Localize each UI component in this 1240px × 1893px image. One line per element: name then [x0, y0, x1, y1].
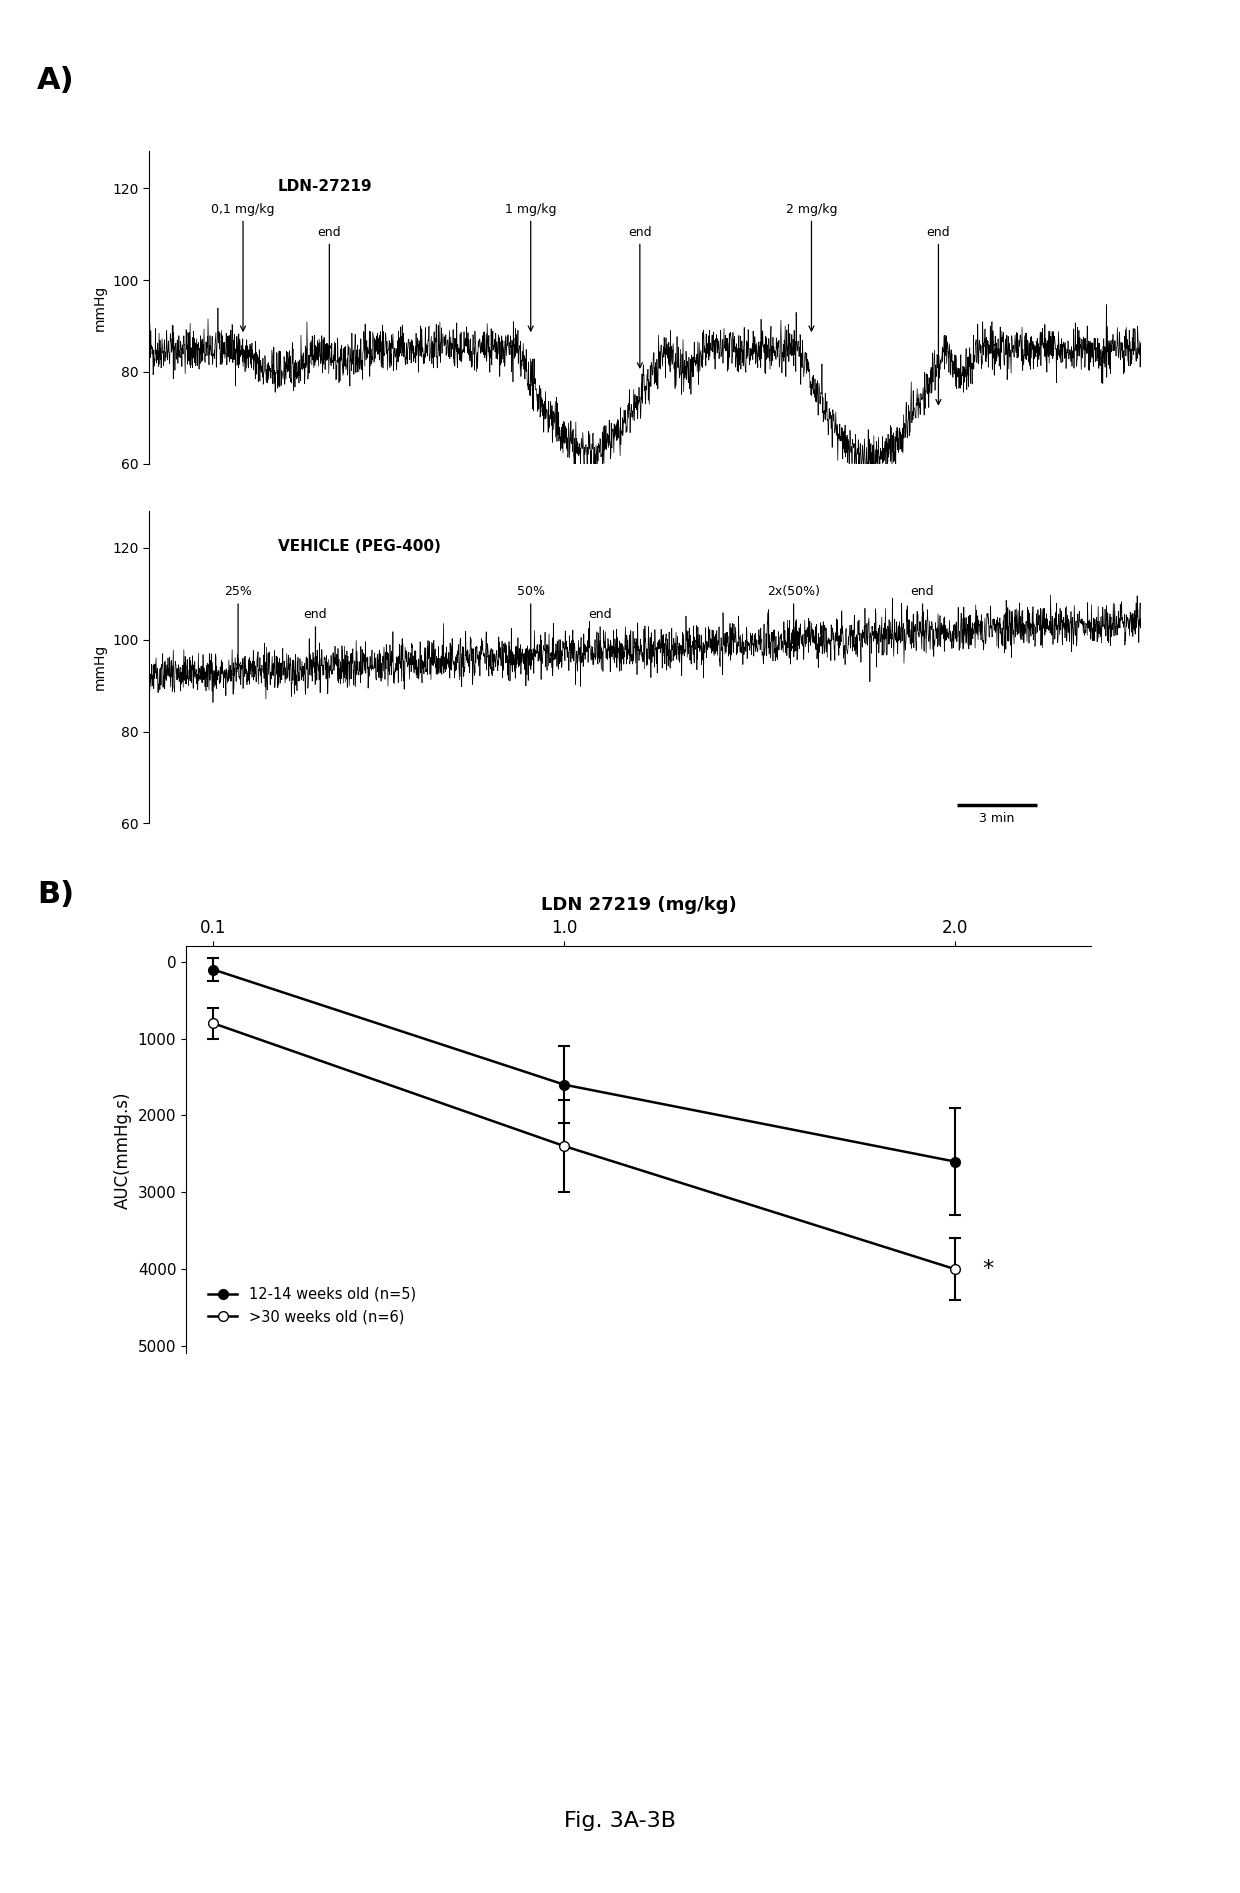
Text: 2 mg/kg: 2 mg/kg: [786, 203, 837, 331]
Text: VEHICLE (PEG-400): VEHICLE (PEG-400): [278, 540, 440, 553]
Text: 2x(50%): 2x(50%): [768, 585, 820, 649]
Text: end: end: [588, 608, 613, 659]
Text: B): B): [37, 880, 74, 909]
Text: 1 mg/kg: 1 mg/kg: [505, 203, 557, 331]
Text: *: *: [982, 1259, 993, 1280]
Text: 50%: 50%: [517, 585, 544, 659]
Text: end: end: [304, 608, 327, 668]
Y-axis label: mmHg: mmHg: [93, 284, 107, 331]
Text: LDN-27219: LDN-27219: [278, 180, 372, 193]
Text: Fig. 3A-3B: Fig. 3A-3B: [564, 1812, 676, 1831]
Y-axis label: mmHg: mmHg: [93, 644, 107, 691]
Text: end: end: [926, 225, 950, 405]
Text: 25%: 25%: [224, 585, 252, 668]
X-axis label: LDN 27219 (mg/kg): LDN 27219 (mg/kg): [541, 897, 737, 914]
Text: end: end: [910, 585, 935, 636]
Text: A): A): [37, 66, 74, 95]
Text: 3 min: 3 min: [980, 812, 1014, 825]
Text: 0,1 mg/kg: 0,1 mg/kg: [211, 203, 275, 331]
Text: end: end: [627, 225, 652, 367]
Y-axis label: AUC(mmHg.s): AUC(mmHg.s): [114, 1090, 133, 1210]
Legend: 12-14 weeks old (n=5), >30 weeks old (n=6): 12-14 weeks old (n=5), >30 weeks old (n=…: [202, 1282, 422, 1331]
Text: end: end: [317, 225, 341, 350]
